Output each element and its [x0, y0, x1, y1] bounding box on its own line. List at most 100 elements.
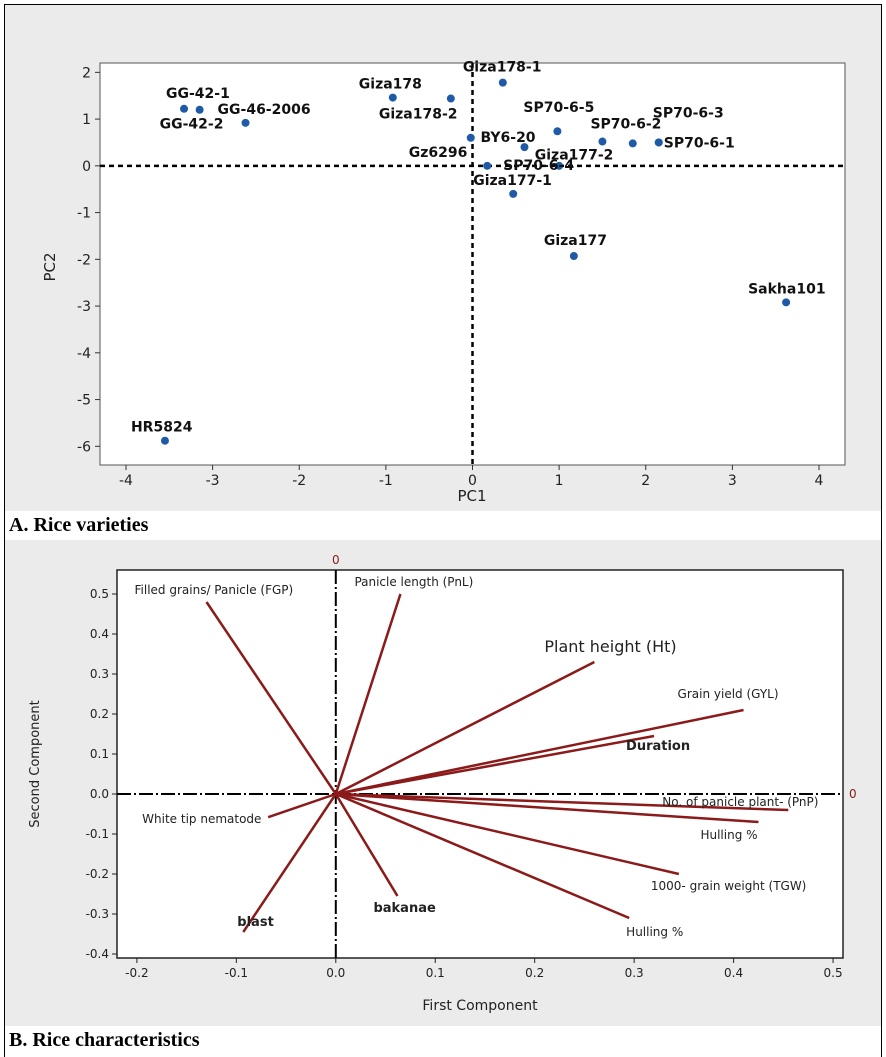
data-point: [553, 127, 562, 136]
reference-lines: [117, 570, 843, 958]
loading-vector: [335, 660, 595, 796]
vector-labels: Filled grains/ Panicle (FGP) Panicle leng…: [135, 575, 819, 939]
loading-vector: [335, 792, 759, 824]
y-tick-label: -0.2: [86, 867, 109, 881]
x-axis-label: PC1: [457, 487, 486, 505]
vector-label: Filled grains/ Panicle (FGP): [135, 583, 294, 597]
point-label: Gz6296: [409, 145, 468, 161]
data-point: [598, 137, 607, 146]
caption-a: A. Rice varieties: [4, 511, 882, 541]
y-tick-label: 2: [82, 65, 91, 81]
x-tick-label: 3: [728, 473, 737, 489]
data-point: [466, 133, 475, 142]
x-tick-label: -4: [119, 473, 133, 489]
vector-label: bakanae: [373, 901, 436, 916]
point-label: BY6-20: [480, 130, 535, 146]
y-tick-label: 0: [82, 159, 91, 175]
reference-lines: [100, 63, 845, 465]
origin-label-right: 0: [849, 787, 857, 801]
point-label: Giza178: [359, 77, 422, 93]
y-tick-label: -0.4: [86, 947, 109, 961]
loading-vector: [335, 792, 680, 876]
data-point: [654, 138, 663, 147]
x-tick-label: 0.0: [326, 966, 345, 980]
x-axis-label: First Component: [422, 998, 538, 1014]
data-points: [160, 78, 791, 445]
y-axis-label: PC2: [41, 252, 59, 281]
x-tick-label: -3: [206, 473, 220, 489]
point-labels: GG-42-1 GG-42-2GG-46-2006 Giza178 Giza178-2…: [131, 60, 826, 436]
x-tick-label: 2: [641, 473, 650, 489]
axis-ticks: -0.2 -0.1 0.0 0.1 0.2 0.3 0.4 0.5 0.5 0.4 0.3 0.2 0.…: [86, 587, 843, 980]
data-point: [520, 143, 529, 152]
x-tick-label: -2: [292, 473, 306, 489]
x-tick-label: 0.4: [724, 966, 743, 980]
y-tick-label: -0.3: [86, 907, 109, 921]
y-tick-label: -5: [77, 393, 91, 409]
vector-label: White tip nematode: [142, 812, 261, 826]
point-label: GG-46-2006: [218, 102, 311, 118]
point-label: Giza178-1: [463, 60, 542, 76]
point-label: GG-42-1: [166, 86, 230, 102]
data-point: [555, 161, 564, 170]
y-tick-label: -6: [77, 439, 91, 455]
point-label: SP70-6-5: [523, 100, 594, 116]
y-tick-label: 0.2: [90, 707, 109, 721]
vector-label: Hulling %: [700, 828, 757, 842]
data-point: [195, 105, 204, 114]
point-label: Giza177-2: [535, 147, 614, 163]
loading-vector: [334, 593, 402, 795]
data-point: [241, 118, 250, 127]
data-point: [180, 104, 189, 113]
caption-b: B. Rice characteristics: [4, 1026, 882, 1057]
vector-label: Plant height (Ht): [544, 637, 676, 656]
y-tick-label: 1: [82, 112, 91, 128]
data-point: [160, 436, 169, 445]
point-label: SP70-6-4: [503, 158, 574, 174]
x-tick-label: 1: [555, 473, 564, 489]
point-label: SP70-6-2: [590, 117, 661, 133]
point-label: Giza178-2: [379, 107, 458, 123]
y-tick-label: 0.5: [90, 587, 109, 601]
point-label: SP70-6-1: [664, 135, 735, 151]
vector-label: Hulling %: [626, 925, 683, 939]
loading-vector: [335, 792, 789, 812]
loading-vector: [205, 601, 337, 795]
point-label: GG-42-2: [160, 117, 224, 133]
vector-label: Grain yield (GYL): [678, 687, 779, 701]
data-point: [498, 78, 507, 87]
vector-label: No. of panicle plant- (PnP): [662, 795, 818, 809]
panel-b-box: -0.2 -0.1 0.0 0.1 0.2 0.3 0.4 0.5 0.5 0.4 0.3 0.2 0.…: [4, 540, 882, 1027]
biplot-chart: -0.2 -0.1 0.0 0.1 0.2 0.3 0.4 0.5 0.5 0.4 0.3 0.2 0.…: [28, 553, 857, 1014]
y-tick-label: -3: [77, 299, 91, 315]
data-point: [483, 161, 492, 170]
y-tick-label: -2: [77, 252, 91, 268]
point-label: SP70-6-3: [653, 105, 724, 121]
data-point: [446, 94, 455, 103]
data-point: [509, 189, 518, 198]
y-tick-label: 0.0: [90, 787, 109, 801]
loading-vector: [335, 708, 744, 796]
vector-label: Panicle length (PnL): [354, 575, 473, 589]
loading-vector: [335, 792, 630, 920]
point-label: Giza177: [544, 233, 607, 249]
panel-a-box: -4 -3 -2 -1 0 1 2 3 4 2 1 0 -1 -2 -3 -4 -5 -6 GG-42-1 GG-4…: [4, 4, 882, 512]
point-label: Giza177-1: [473, 173, 552, 189]
x-tick-label: 4: [815, 473, 824, 489]
loading-vector: [335, 734, 655, 796]
point-label: Sakha101: [748, 281, 825, 297]
data-point: [388, 93, 397, 102]
x-tick-label: -0.2: [125, 966, 148, 980]
data-point: [628, 139, 637, 148]
loading-vectors: [205, 593, 789, 933]
x-tick-label: 0.2: [525, 966, 544, 980]
x-tick-label: 0: [468, 473, 477, 489]
point-label: HR5824: [131, 420, 193, 436]
y-tick-label: 0.4: [90, 627, 109, 641]
x-tick-label: 0.1: [426, 966, 445, 980]
vector-label: 1000- grain weight (TGW): [651, 879, 806, 893]
y-tick-label: 0.1: [90, 747, 109, 761]
vector-label: Duration: [626, 739, 690, 754]
